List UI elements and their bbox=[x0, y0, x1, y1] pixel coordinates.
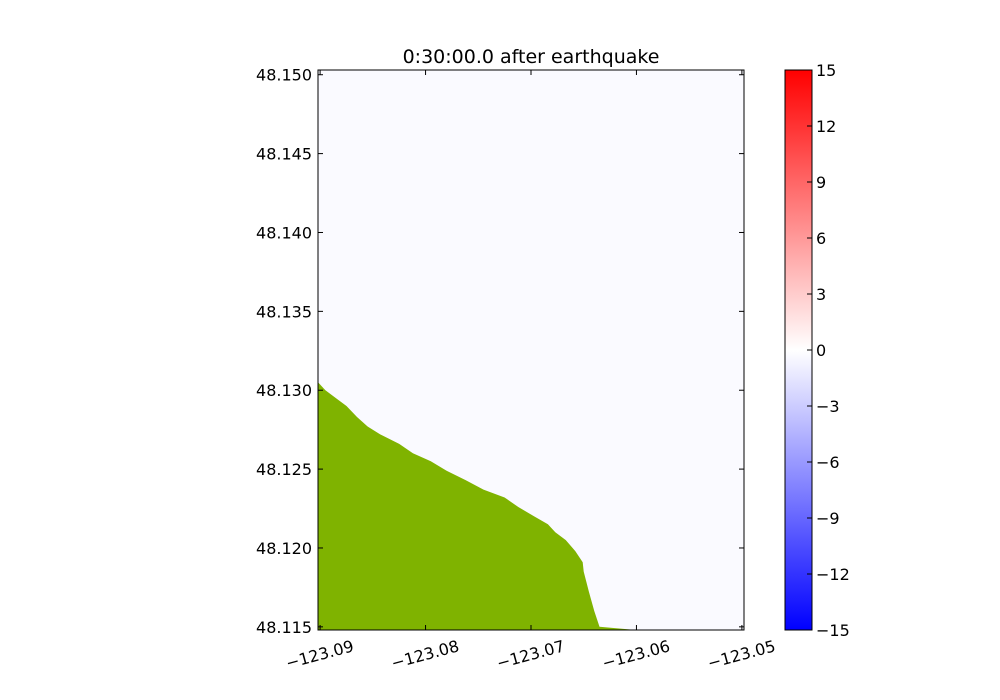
colorbar-tick-label: 9 bbox=[816, 173, 826, 192]
colorbar-tick-label: 15 bbox=[816, 61, 836, 80]
chart-title: 0:30:00.0 after earthquake bbox=[403, 46, 660, 68]
colorbar-tick-label: 3 bbox=[816, 285, 826, 304]
y-tick-label: 48.145 bbox=[256, 145, 312, 164]
colorbar-tick-label: 0 bbox=[816, 341, 826, 360]
y-tick-label: 48.125 bbox=[256, 460, 312, 479]
colorbar-axis: 15 12 9 6 3 0 −3 −6 −9 −12 −15 bbox=[807, 61, 850, 640]
colorbar-tick-label: −6 bbox=[816, 453, 840, 472]
x-tick-label: −123.06 bbox=[600, 636, 672, 672]
colorbar-tick-label: 12 bbox=[816, 117, 836, 136]
x-tick-label: −123.07 bbox=[495, 636, 567, 672]
colorbar-tick-label: −3 bbox=[816, 397, 840, 416]
x-tick-label: −123.05 bbox=[706, 636, 778, 672]
colorbar-tick-label: 6 bbox=[816, 229, 826, 248]
y-tick-label: 48.120 bbox=[256, 539, 312, 558]
y-tick-label: 48.150 bbox=[256, 66, 312, 85]
x-tick-label: −123.09 bbox=[284, 636, 356, 672]
colorbar-tick-label: −15 bbox=[816, 621, 850, 640]
y-tick-label: 48.140 bbox=[256, 223, 312, 242]
y-axis: 48.115 48.120 48.125 48.130 48.135 48.140 48.1… bbox=[256, 66, 744, 637]
y-tick-label: 48.130 bbox=[256, 381, 312, 400]
land-area bbox=[318, 382, 637, 630]
colorbar-tick-label: −9 bbox=[816, 509, 840, 528]
y-tick-label: 48.115 bbox=[256, 618, 312, 637]
colorbar-tick-label: −12 bbox=[816, 565, 850, 584]
x-tick-label: −123.08 bbox=[389, 636, 461, 672]
y-tick-label: 48.135 bbox=[256, 302, 312, 321]
